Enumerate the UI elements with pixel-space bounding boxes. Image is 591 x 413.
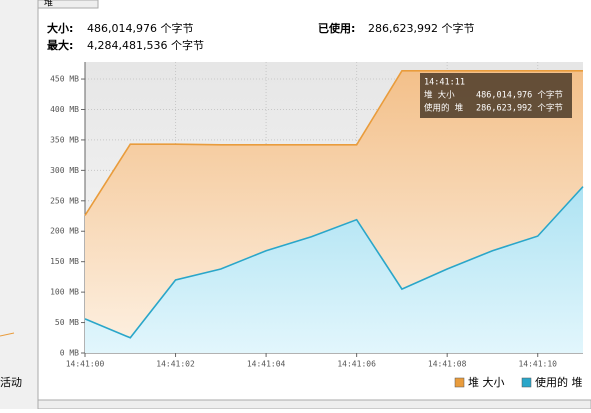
legend-label: 使用的 堆 [535,375,583,389]
tooltip-value: 486,014,976 个字节 [476,90,563,101]
area-line [84,186,584,339]
max-value: 4,284,481,536 个字节 [87,38,204,52]
y-tick-label: 50 MB [55,318,79,327]
area-line [84,70,583,216]
y-tick-label: 250 MB [50,196,79,205]
side-line [0,332,15,337]
bottom-panel [37,399,591,410]
y-tick-label: 400 MB [50,105,79,114]
tooltip [420,73,572,118]
tooltip-value: 286,623,992 个字节 [476,103,563,114]
legend-swatch [454,377,465,388]
tooltip-time: 14:41:11 [424,78,465,88]
area-fill [85,186,583,353]
max-label: 最大: [47,38,73,52]
used-label: 已使用: [318,21,355,35]
x-tick-label: 14:41:08 [428,360,467,369]
x-tick-label: 14:41:00 [66,360,105,369]
y-tick-label: 350 MB [50,135,79,144]
y-tick-label: 300 MB [50,166,79,175]
tooltip-name: 使用的 堆 [424,103,464,114]
y-tick-label: 450 MB [50,75,79,84]
x-tick-label: 14:41:10 [518,360,557,369]
tooltip-name: 堆 大小 [424,90,455,101]
side-panel [0,0,38,409]
size-value: 486,014,976 个字节 [87,21,193,35]
y-tick-label: 0 MB [60,349,79,358]
tab-label[interactable]: 堆 [44,0,53,9]
legend-label: 堆 大小 [468,375,505,389]
y-tick-label: 150 MB [50,257,79,266]
side-label: 活动 [0,376,22,389]
used-value: 286,623,992 个字节 [368,21,474,35]
legend-swatch [521,377,532,388]
x-tick-label: 14:41:04 [247,360,286,369]
x-tick-label: 14:41:02 [156,360,195,369]
x-tick-label: 14:41:06 [337,360,376,369]
size-label: 大小: [47,21,73,35]
tab[interactable] [37,0,99,9]
y-tick-label: 100 MB [50,288,79,297]
y-tick-label: 200 MB [50,227,79,236]
